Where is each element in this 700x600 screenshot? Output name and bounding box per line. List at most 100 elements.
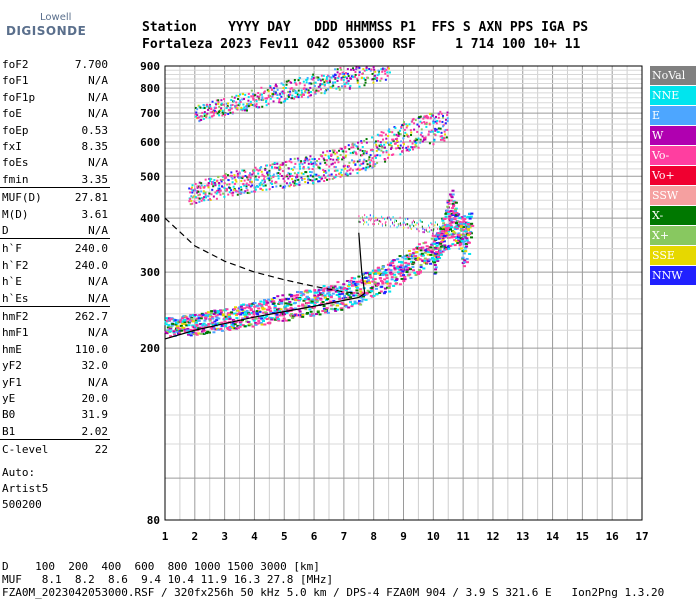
echo-point xyxy=(298,76,301,79)
echo-point xyxy=(341,297,345,300)
echo-point xyxy=(293,182,296,185)
echo-point xyxy=(211,321,215,324)
echo-point xyxy=(359,288,363,291)
plot-frame xyxy=(164,65,643,521)
echo-point xyxy=(423,121,426,124)
echo-point xyxy=(341,303,345,306)
echo-point xyxy=(465,257,469,260)
echo-point xyxy=(342,165,345,168)
echo-point xyxy=(436,234,440,237)
echo-point xyxy=(199,323,203,326)
echo-point xyxy=(235,317,239,320)
echo-point xyxy=(219,179,222,182)
echo-point xyxy=(190,188,193,191)
echo-point xyxy=(200,182,203,185)
echo-point xyxy=(243,307,247,310)
echo-point xyxy=(395,133,398,136)
echo-point xyxy=(325,159,328,162)
echo-point xyxy=(277,174,280,177)
echo-point xyxy=(264,184,267,187)
echo-point xyxy=(252,97,255,100)
echo-point xyxy=(280,82,283,85)
echo-point xyxy=(312,314,316,317)
param-name: M(D) xyxy=(2,207,29,221)
echo-point xyxy=(285,164,288,167)
echo-point xyxy=(360,140,363,143)
echo-point xyxy=(429,262,433,265)
echo-point xyxy=(263,323,267,326)
echo-point xyxy=(446,114,449,117)
echo-point xyxy=(329,296,333,299)
echo-point xyxy=(365,141,368,144)
echo-point xyxy=(287,90,290,93)
echo-point xyxy=(207,184,210,187)
echo-point xyxy=(303,177,306,180)
echo-point xyxy=(217,175,220,178)
echo-point xyxy=(329,86,332,89)
echo-point xyxy=(321,294,325,297)
echo-point xyxy=(440,135,443,138)
echo-point xyxy=(193,325,197,328)
echo-point xyxy=(242,108,245,111)
echo-point xyxy=(191,196,194,199)
echo-point xyxy=(296,157,299,160)
echo-point xyxy=(344,297,348,300)
echo-point xyxy=(405,270,409,273)
echo-point xyxy=(214,106,217,109)
echo-point xyxy=(271,92,274,95)
echo-point xyxy=(172,331,176,334)
echo-point xyxy=(428,224,430,227)
echo-point xyxy=(434,120,437,123)
echo-point xyxy=(289,306,293,309)
echo-point xyxy=(220,329,224,332)
echo-point xyxy=(408,273,412,276)
echo-point xyxy=(238,103,241,106)
echo-point xyxy=(414,140,417,143)
echo-point xyxy=(293,78,296,81)
echo-point xyxy=(453,235,457,238)
echo-point xyxy=(448,228,452,231)
echo-point xyxy=(322,169,325,172)
echo-point xyxy=(353,160,356,163)
echo-point xyxy=(385,68,388,71)
echo-point xyxy=(317,79,320,82)
echo-point xyxy=(195,319,199,322)
param-row: fmin 3.35 xyxy=(2,173,108,189)
echo-point xyxy=(448,215,452,218)
echo-point xyxy=(453,226,457,229)
echo-point xyxy=(320,92,323,95)
echo-point xyxy=(245,187,248,190)
echo-point xyxy=(202,104,205,107)
echo-point xyxy=(368,281,372,284)
echo-point xyxy=(282,317,286,320)
echo-point xyxy=(462,222,466,225)
echo-point xyxy=(349,279,353,282)
echo-point xyxy=(445,136,448,139)
echo-point xyxy=(414,273,418,276)
echo-point xyxy=(442,224,446,227)
echo-point xyxy=(246,189,249,192)
echo-point xyxy=(344,164,347,167)
echo-point xyxy=(236,108,239,111)
echo-point xyxy=(289,303,293,306)
echo-point xyxy=(283,175,286,178)
echo-point xyxy=(201,324,205,327)
param-name: foF1p xyxy=(2,90,36,104)
echo-point xyxy=(319,288,323,291)
echo-point xyxy=(386,74,389,77)
echo-point xyxy=(384,268,388,271)
echo-point xyxy=(313,82,316,85)
echo-point xyxy=(419,139,422,142)
echo-point xyxy=(248,303,252,306)
echo-point xyxy=(245,183,248,186)
echo-point xyxy=(419,120,422,123)
echo-point xyxy=(252,172,255,175)
echo-point xyxy=(402,280,406,283)
echo-point xyxy=(305,78,308,81)
echo-point xyxy=(173,333,177,336)
param-value: 3.35 xyxy=(81,172,109,186)
echo-point xyxy=(430,221,432,224)
echo-point xyxy=(191,320,195,323)
echo-point xyxy=(243,179,246,182)
echo-point xyxy=(406,263,410,266)
